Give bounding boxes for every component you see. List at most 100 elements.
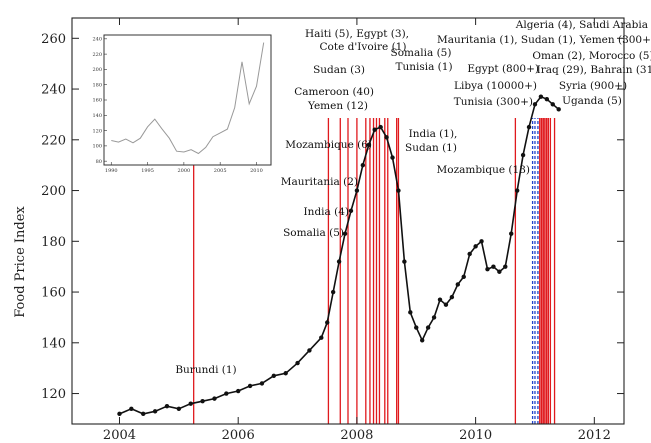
series-point [372, 127, 377, 132]
event-label: Libya (10000+) [454, 80, 537, 92]
inset-y-tick-label: 120 [92, 128, 102, 134]
series-point [325, 320, 330, 325]
series-line [119, 95, 560, 415]
event-label: Mozambique (6) [285, 139, 372, 151]
event-lines-layer [193, 118, 556, 424]
series-point [455, 282, 461, 287]
series-point [295, 360, 300, 366]
series-point [366, 142, 371, 148]
series-point [491, 264, 496, 269]
series-point [467, 251, 472, 257]
inset-y-tick-label: 80 [96, 159, 102, 165]
x-tick-label: 2008 [340, 428, 373, 443]
inset-y-tick-label: 140 [92, 113, 102, 119]
series-point [141, 411, 146, 417]
inset-series-line [111, 42, 265, 155]
event-label: Burundi (1) [175, 364, 236, 376]
inset-y-tick-label: 100 [92, 144, 102, 150]
x-tick-label: 2004 [103, 428, 136, 443]
y-tick-label: 240 [41, 83, 66, 98]
event-label: Cameroon (40) [294, 86, 374, 98]
series-point [200, 398, 205, 404]
series-point [176, 406, 182, 411]
inset-x-tick-label: 2005 [214, 168, 227, 174]
series-point [384, 135, 389, 140]
event-label: Tunisia (1) [395, 61, 452, 73]
event-label: Sudan (1) [405, 142, 457, 154]
series-point [556, 107, 561, 112]
event-label: Sudan (3) [313, 64, 365, 76]
series-point [152, 409, 158, 414]
series-point [164, 404, 170, 409]
series-point [390, 155, 395, 160]
inset-chart: 1990 1995 2000 2005 2010 80 100 120 140 160 180 200… [92, 34, 272, 174]
series-point [354, 188, 360, 193]
series-point [307, 348, 312, 353]
y-tick-label: 260 [41, 32, 66, 47]
series-point [509, 231, 514, 236]
series-point [526, 124, 532, 130]
inset-y-tick-label: 180 [92, 82, 102, 88]
series-point [538, 94, 544, 99]
series-point [259, 381, 265, 386]
y-tick-label: 120 [41, 387, 66, 402]
series-layer [117, 94, 561, 417]
series-point [360, 162, 366, 168]
inset-x-tick-label: 1995 [141, 168, 154, 174]
series-point [431, 315, 437, 320]
series-point [212, 396, 217, 401]
series-point [319, 335, 324, 340]
y-tick-label: 160 [41, 286, 66, 301]
event-label: Syria (900+) [559, 80, 627, 92]
series-point [437, 297, 443, 302]
event-label: Mauritania (1), Sudan (1), Yemen (300+) [437, 34, 651, 46]
event-label: Cote d'Ivoire (1) [320, 41, 407, 53]
event-label: Haiti (5), Egypt (3), [305, 28, 409, 40]
event-label: Mauritania (2) [281, 176, 358, 188]
series-point [402, 259, 407, 264]
series-point [336, 259, 342, 264]
inset-x-tick-label: 2000 [178, 168, 191, 174]
series-point [443, 302, 449, 307]
series-point [342, 231, 348, 236]
event-label: Tunisia (300+) [454, 96, 533, 108]
series-point [188, 401, 193, 406]
inset-y-tick-label: 200 [92, 67, 102, 73]
event-label: Algeria (4), Saudi Arabia (1) [515, 19, 651, 31]
series-point [283, 371, 288, 376]
series-point [544, 97, 550, 102]
series-point [271, 373, 277, 378]
event-label: India (4) [304, 206, 349, 218]
series-point [520, 152, 526, 158]
event-label: Somalia (5) [283, 227, 344, 239]
x-tick-label: 2006 [222, 428, 255, 443]
series-point [396, 188, 401, 193]
series-point [378, 124, 383, 130]
series-point [461, 274, 466, 280]
series-point [449, 294, 455, 300]
series-point [235, 388, 241, 394]
series-point [497, 269, 502, 274]
event-label: Oman (2), Morocco (5) [532, 50, 651, 62]
event-label: Somalia (5) [391, 47, 452, 59]
series-point [408, 310, 413, 315]
axes-layer: 2004 2006 2008 2010 2012 120 140 160 180 200 220 24… [41, 17, 625, 443]
series-point [532, 102, 538, 107]
event-label: Yemen (12) [307, 100, 368, 112]
series-point [414, 325, 419, 330]
event-label: India (1), [409, 128, 458, 140]
series-point [129, 406, 134, 411]
series-point [514, 188, 520, 193]
series-point [550, 102, 555, 107]
x-tick-label: 2012 [578, 428, 611, 443]
series-point [485, 267, 490, 272]
x-tick-label: 2010 [459, 428, 492, 443]
inset-frame [103, 34, 272, 166]
series-point [117, 411, 122, 417]
series-point [473, 244, 478, 249]
y-tick-label: 220 [41, 133, 66, 148]
series-point [330, 289, 336, 295]
series-point [425, 325, 431, 330]
y-tick-label: 200 [41, 184, 66, 199]
